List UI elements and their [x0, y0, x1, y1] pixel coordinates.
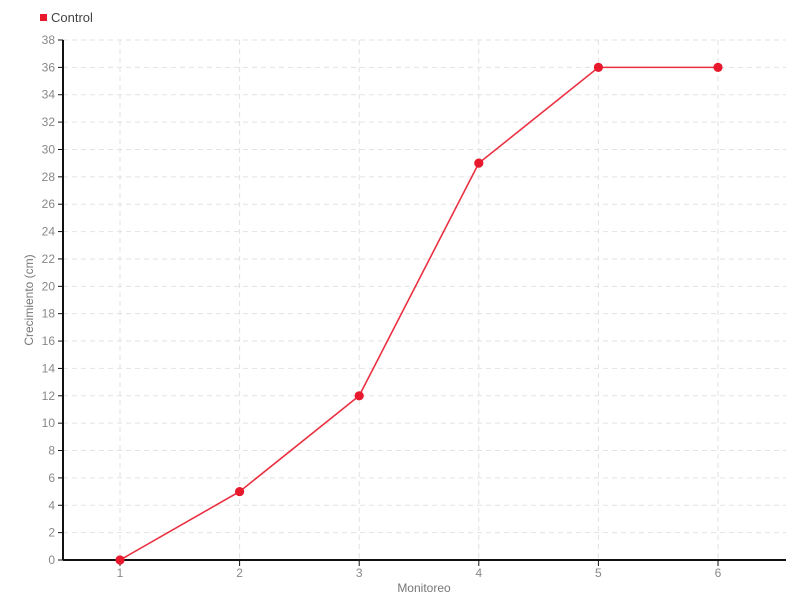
- x-tick-label: 2: [236, 566, 243, 580]
- y-tick-label: 36: [42, 60, 56, 74]
- y-tick-label: 4: [48, 498, 55, 512]
- y-axis-label: Crecimiento (cm): [22, 254, 36, 345]
- x-tick-label: 6: [715, 566, 722, 580]
- y-tick-label: 6: [48, 471, 55, 485]
- data-point: [235, 486, 245, 497]
- y-tick-label: 16: [42, 334, 56, 348]
- y-tick-label: 28: [42, 170, 56, 184]
- x-tick-label: 5: [595, 566, 602, 580]
- x-tick-label: 1: [117, 566, 124, 580]
- x-axis-label: Monitoreo: [397, 581, 451, 595]
- y-tick-label: 8: [48, 444, 55, 458]
- axes: [62, 40, 786, 561]
- y-tick-label: 38: [42, 33, 56, 47]
- y-tick-label: 2: [48, 526, 55, 540]
- y-tick-label: 32: [42, 115, 56, 129]
- gridlines: [63, 39, 786, 560]
- y-tick-label: 18: [42, 307, 56, 321]
- y-tick-label: 24: [42, 225, 56, 239]
- x-tick-label: 3: [356, 566, 363, 580]
- y-tick-label: 20: [42, 279, 56, 293]
- y-tick-label: 14: [42, 361, 56, 375]
- data-point: [115, 555, 125, 565]
- legend: Control: [40, 10, 93, 25]
- data-point: [593, 62, 604, 72]
- y-tick-label: 26: [42, 197, 56, 211]
- data-point: [713, 62, 723, 72]
- series-line: [119, 66, 718, 561]
- legend-swatch-icon: [40, 14, 47, 21]
- series-control: [115, 62, 723, 565]
- data-point: [354, 391, 364, 401]
- legend-label: Control: [51, 10, 93, 25]
- x-tick-label: 4: [475, 566, 482, 580]
- legend-item-control[interactable]: Control: [40, 10, 93, 25]
- y-tick-label: 10: [42, 416, 56, 430]
- y-tick-label: 34: [42, 88, 56, 102]
- y-tick-label: 22: [42, 252, 56, 266]
- axis-ticks: [58, 39, 719, 566]
- y-tick-label: 12: [42, 389, 56, 403]
- y-tick-label: 0: [48, 553, 55, 567]
- data-point: [474, 158, 484, 168]
- y-tick-label: 30: [42, 142, 56, 156]
